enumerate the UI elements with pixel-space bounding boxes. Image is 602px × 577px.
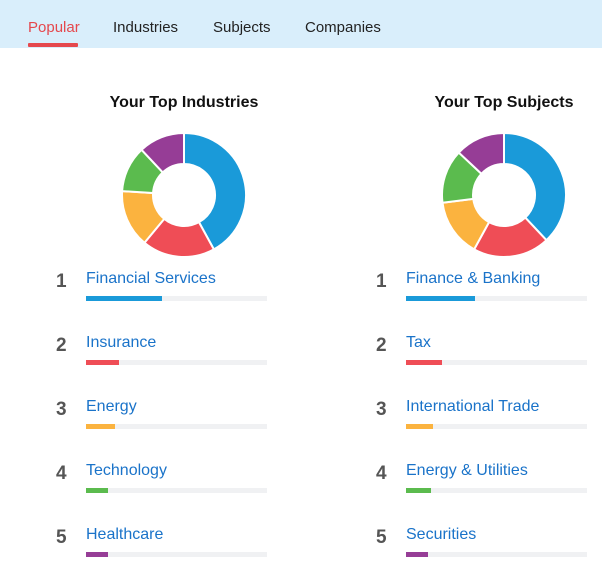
share-bar-track [86,424,267,429]
share-bar-track [406,488,587,493]
rank-number: 4 [376,463,387,484]
rank-number: 4 [56,463,67,484]
industry-label-financial-services[interactable]: Financial Services [86,270,216,287]
tab-industries[interactable]: Industries [113,19,179,36]
industry-label-energy[interactable]: Energy [86,398,137,415]
industry-item-4[interactable]: 4 Technology [56,462,296,513]
rank-number: 5 [56,527,67,548]
share-bar-track [86,296,267,301]
rank-number: 2 [56,335,67,356]
top-industries-title: Your Top Industries [109,94,259,111]
industries-donut-slice-5 [140,132,185,174]
share-bar-fill [86,360,119,365]
rank-number: 2 [376,335,387,356]
industry-item-1[interactable]: 1 Financial Services [56,270,296,321]
subject-item-2[interactable]: 2 Tax [376,334,602,385]
subject-label-tax[interactable]: Tax [406,334,431,351]
subjects-donut-slice-5 [457,132,505,176]
share-bar-fill [86,424,115,429]
industry-label-insurance[interactable]: Insurance [86,334,157,351]
top-nav-bar: Popular Industries Subjects Companies [0,0,602,48]
subject-label-energy-utilities[interactable]: Energy & Utilities [406,462,528,479]
share-bar-track [406,360,587,365]
share-bar-track [406,424,587,429]
share-bar-fill [406,488,432,493]
share-bar-fill [86,552,108,557]
industry-label-technology[interactable]: Technology [86,462,167,479]
industry-item-3[interactable]: 3 Energy [56,398,296,449]
industry-item-5[interactable]: 5 Healthcare [56,526,296,577]
rank-number: 1 [56,271,67,292]
rank-number: 5 [376,527,387,548]
subject-label-finance-banking[interactable]: Finance & Banking [406,270,541,287]
share-bar-track [86,488,267,493]
subjects-donut-chart [441,132,567,258]
industries-donut-chart [121,132,247,258]
share-bar-track [406,552,587,557]
top-industries-panel: Your Top Industries 1 Financial Services… [34,48,334,566]
subject-item-1[interactable]: 1 Finance & Banking [376,270,602,321]
industries-donut-slice-1 [183,132,247,251]
top-subjects-title: Your Top Subjects [434,94,574,111]
share-bar-fill [406,424,434,429]
share-bar-fill [406,552,428,557]
subject-item-3[interactable]: 3 International Trade [376,398,602,449]
rank-number: 3 [376,399,387,420]
share-bar-fill [406,360,443,365]
rank-number: 3 [56,399,67,420]
tab-popular[interactable]: Popular [28,19,80,36]
share-bar-fill [86,296,163,301]
tab-companies[interactable]: Companies [305,19,381,36]
subject-item-4[interactable]: 4 Energy & Utilities [376,462,602,513]
subjects-donut-slice-1 [503,132,567,242]
rank-number: 1 [376,271,387,292]
subject-label-securities[interactable]: Securities [406,526,477,543]
subject-item-5[interactable]: 5 Securities [376,526,602,577]
top-subjects-panel: Your Top Subjects 1 Finance & Banking 2 … [354,48,602,566]
share-bar-fill [86,488,108,493]
tab-subjects[interactable]: Subjects [213,19,271,36]
industry-item-2[interactable]: 2 Insurance [56,334,296,385]
subject-label-international-trade[interactable]: International Trade [406,398,540,415]
share-bar-fill [406,296,475,301]
industry-label-healthcare[interactable]: Healthcare [86,526,164,543]
share-bar-track [86,360,267,365]
share-bar-track [406,296,587,301]
active-tab-indicator [28,43,78,47]
share-bar-track [86,552,267,557]
